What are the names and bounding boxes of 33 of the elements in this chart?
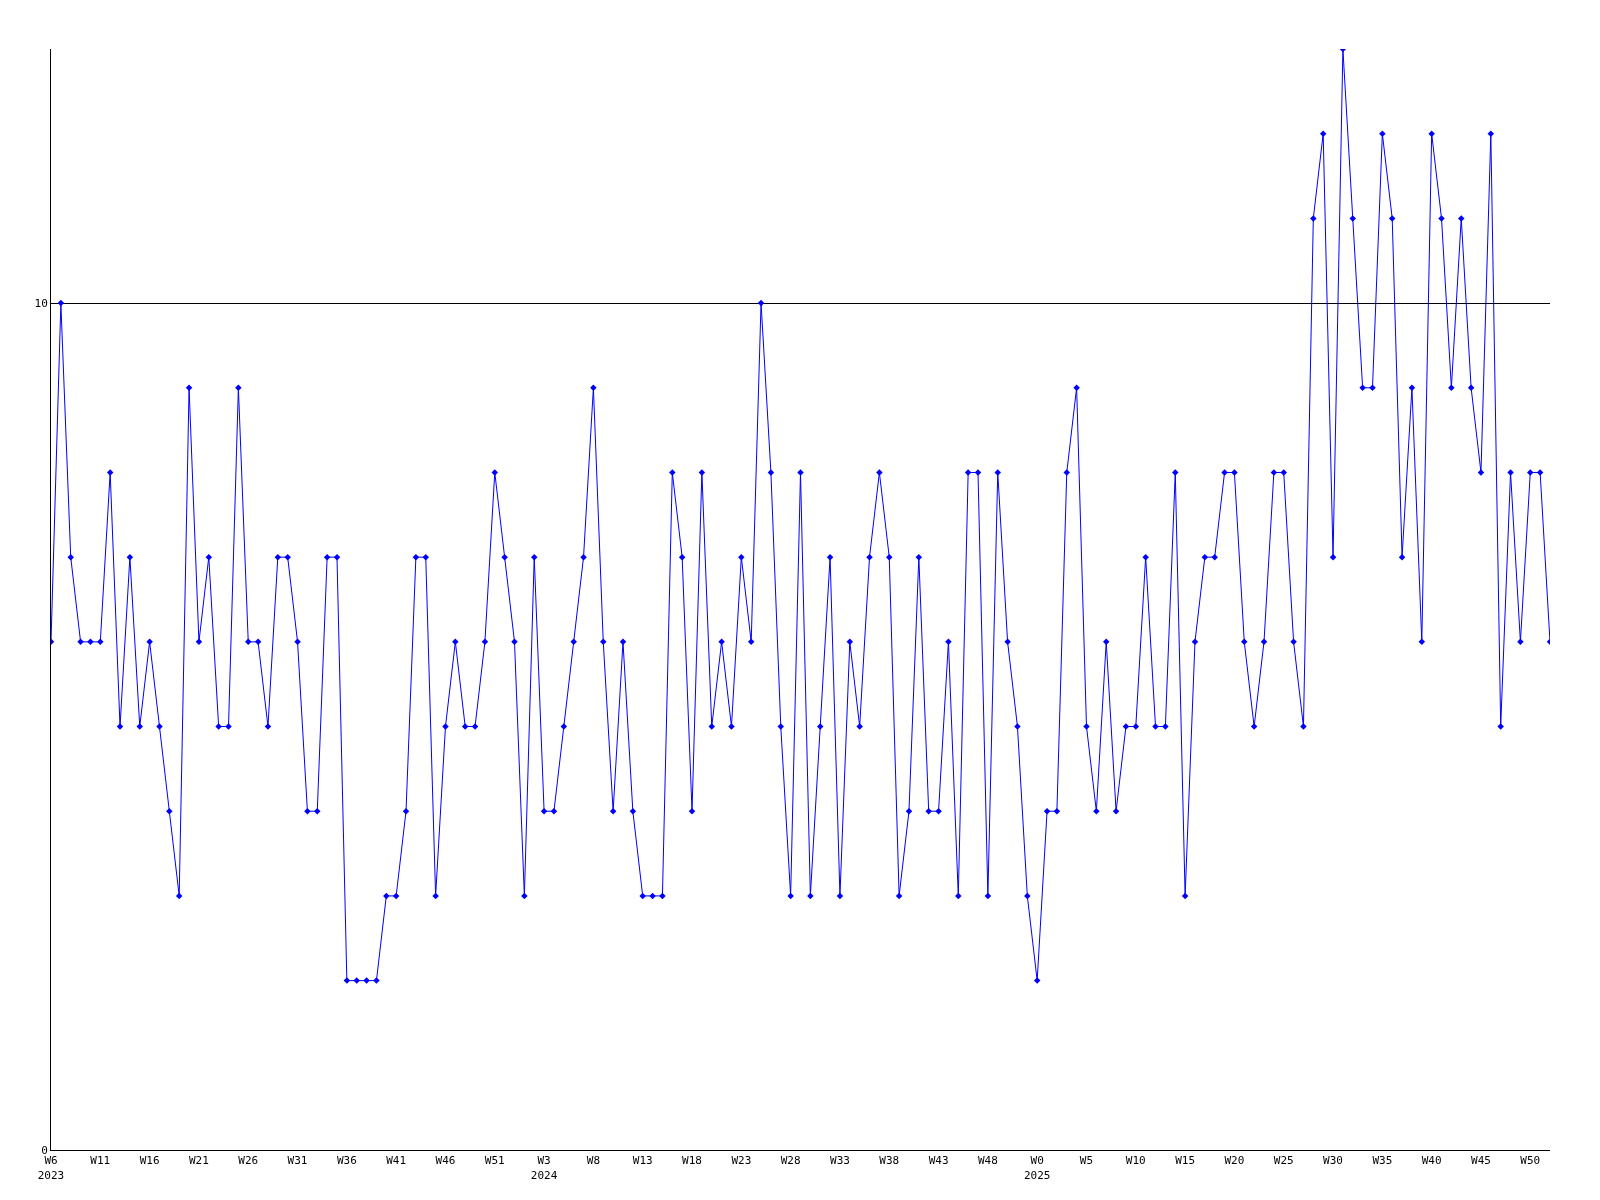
y-tick-label: 10 (34, 296, 48, 310)
x-tick-label: W11 (90, 1154, 111, 1168)
x-tick-label: W41 (386, 1154, 407, 1168)
x-tick-label: W10 (1125, 1154, 1146, 1168)
x-tick-label: W20 (1224, 1154, 1245, 1168)
x-tick-label: W25 (1273, 1154, 1294, 1168)
x-tick-label: W23 (731, 1154, 752, 1168)
x-tick-label: W38 (879, 1154, 900, 1168)
x-tick-label: W35 (1372, 1154, 1393, 1168)
x-tick-label: W48 (977, 1154, 998, 1168)
x-tick-label: W30 (1323, 1154, 1343, 1168)
x-tick-label: W46 (435, 1154, 456, 1168)
x-tick-label: W36 (336, 1154, 357, 1168)
x-tick-label: W50 (1520, 1154, 1541, 1168)
x-tick-label: W5 (1079, 1154, 1094, 1168)
x-tick-label: W33 (830, 1154, 850, 1168)
x-tick-label: W6 2023 (37, 1154, 65, 1182)
x-tick-label: W45 (1471, 1154, 1491, 1168)
x-tick-label: W40 (1421, 1154, 1442, 1168)
y-tick-label: 0 (41, 1143, 48, 1157)
x-tick-label: W26 (238, 1154, 259, 1168)
x-tick-label: W13 (632, 1154, 653, 1168)
x-tick-label: W15 (1175, 1154, 1196, 1168)
x-tick-label: W43 (928, 1154, 949, 1168)
x-tick-label: W3 2024 (530, 1154, 558, 1182)
x-tick-label: W16 (139, 1154, 160, 1168)
x-tick-label: W31 (287, 1154, 308, 1168)
x-tick-label: W21 (188, 1154, 209, 1168)
x-tick-label: W51 (484, 1154, 505, 1168)
x-tick-label: W0 2025 (1023, 1154, 1051, 1182)
x-tick-label: W28 (780, 1154, 801, 1168)
x-tick-label: W8 (586, 1154, 601, 1168)
x-tick-label: W18 (682, 1154, 702, 1168)
